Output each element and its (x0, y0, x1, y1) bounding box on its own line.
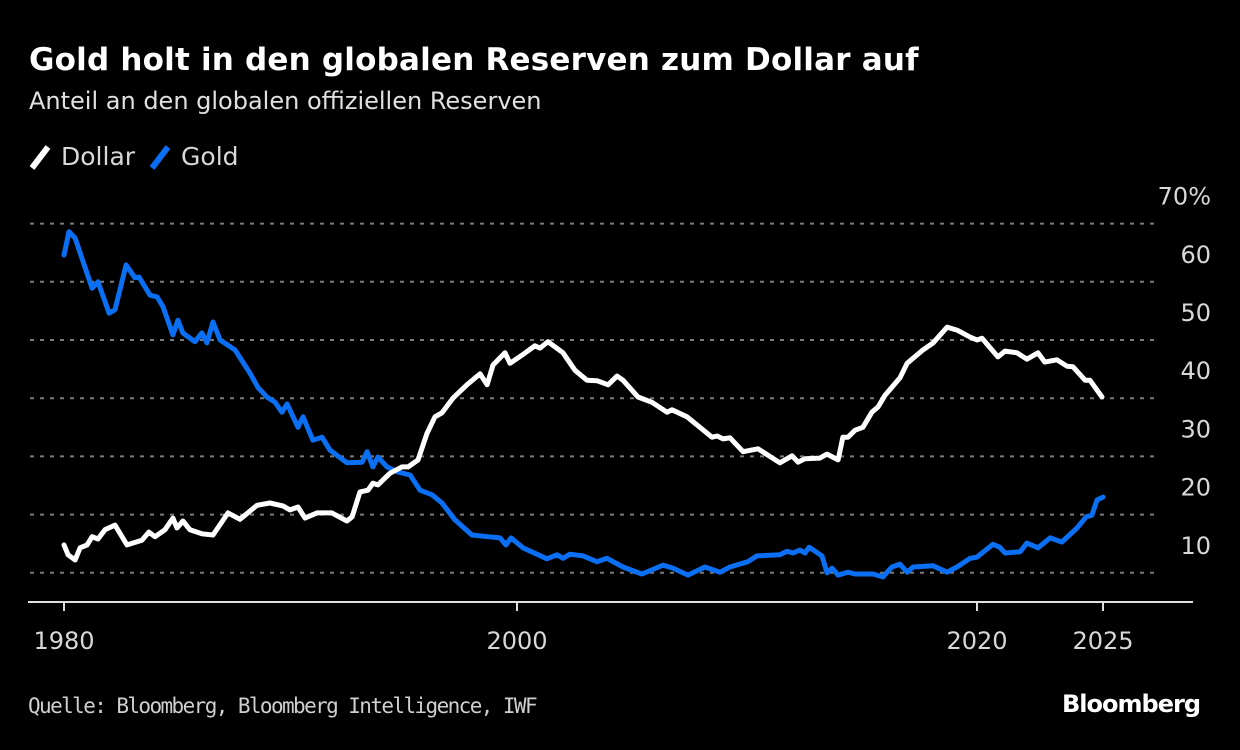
legend-swatch-dollar-icon (29, 144, 51, 170)
legend: Dollar Gold (29, 142, 253, 171)
y-tick-label-40: 40 (1180, 357, 1211, 385)
x-tick-label-2020: 2020 (946, 627, 1007, 655)
series-lines (61, 229, 1106, 580)
legend-label-gold: Gold (181, 142, 239, 171)
y-tick-label-70: 70% (1158, 183, 1211, 211)
x-axis: 1980 2000 2020 2025 (28, 601, 1193, 655)
legend-item-dollar: Dollar (29, 142, 135, 171)
chart-subtitle: Anteil an den globalen offiziellen Reser… (29, 87, 542, 115)
series-line-dollar (61, 324, 1105, 563)
legend-item-gold: Gold (149, 142, 239, 171)
y-axis-labels: 10 20 30 40 50 60 70% (1158, 183, 1211, 560)
x-tick-label-2025: 2025 (1072, 627, 1133, 655)
chart-title: Gold holt in den globalen Reserven zum D… (29, 42, 919, 78)
y-tick-label-20: 20 (1180, 474, 1211, 502)
y-tick-label-60: 60 (1180, 241, 1211, 269)
x-tick-label-1980: 1980 (33, 627, 94, 655)
bloomberg-logo: Bloomberg (1062, 690, 1201, 718)
legend-label-dollar: Dollar (61, 142, 136, 171)
gridlines (30, 222, 1155, 574)
x-tick-label-2000: 2000 (486, 627, 547, 655)
series-line-gold (61, 229, 1106, 580)
y-tick-label-30: 30 (1180, 415, 1211, 443)
source-note: Quelle: Bloomberg, Bloomberg Intelligenc… (28, 694, 538, 718)
legend-swatch-gold-icon (149, 144, 171, 170)
y-tick-label-50: 50 (1180, 299, 1211, 327)
y-tick-label-10: 10 (1180, 532, 1211, 560)
